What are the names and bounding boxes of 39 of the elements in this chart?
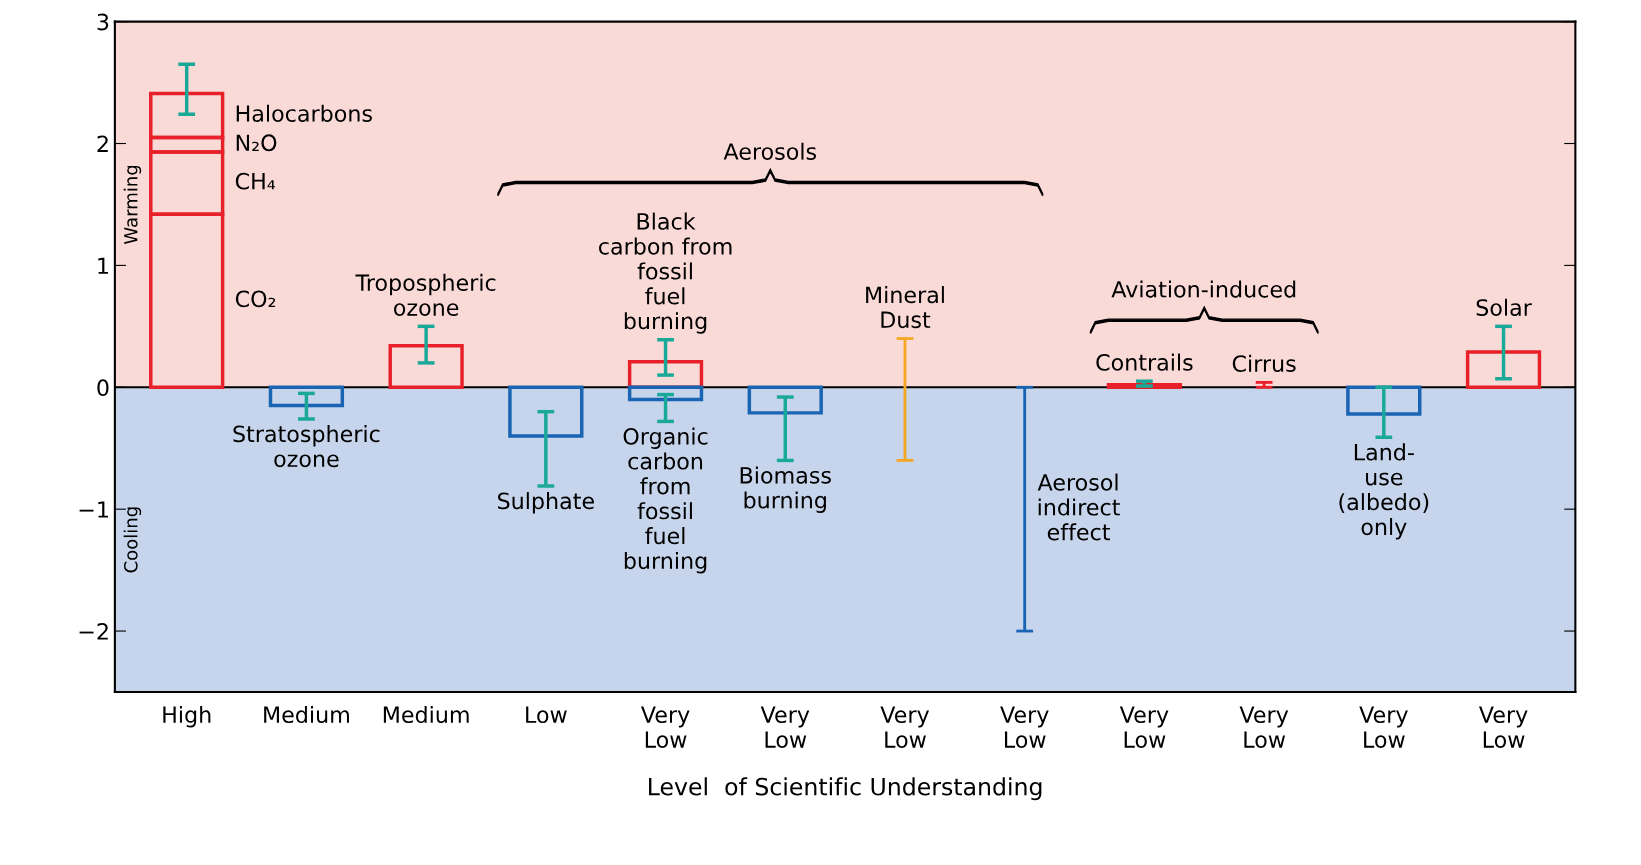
x-tick-label: Very Low [1000,706,1049,748]
x-tick-label: Very Low [1239,706,1289,748]
series-label: Contrails [1096,353,1193,371]
band-label: Warming [123,165,142,245]
x-tick-label: High [163,705,211,728]
x-tick-label: Very Low [880,706,930,748]
series-label: Black carbon from fossil fuel burning [599,212,732,334]
y-tick-label: 2 [97,135,108,152]
series-label: Halocarbons [236,104,372,122]
series-label: Cirrus [1232,354,1296,373]
text: Tropospheric ozone [355,273,496,316]
y-tick-label: 0 [97,379,109,397]
x-tick-label: Very Low [1359,706,1408,748]
annotation: Aviation-induced [1111,280,1296,298]
text: Sulphate [498,492,594,514]
band-label: Cooling [123,507,142,573]
x-axis-title: Level of Scientific Understanding [649,777,1042,801]
series-label: N₂O [236,134,277,152]
series-label: Stratospheric ozone [233,425,380,468]
x-tick-label: Very Low [1478,706,1528,748]
y-tick-label: 3 [97,13,109,31]
x-tick-label: Very Low [641,706,690,748]
annotation: Aerosols [723,142,817,160]
y-tick-label: −2 [79,623,108,640]
y-tick-label: −1 [79,501,108,518]
series-label: Mineral Dust [866,286,944,329]
series-label: CH₄ [235,172,276,190]
y-tick-label: 1 [98,257,108,274]
x-tick-label: Medium [383,705,469,724]
x-tick-label: Low [526,706,567,724]
x-tick-label: Very Low [1119,706,1169,748]
series-label: Organic carbon from fossil fuel burning [623,427,708,574]
text: Biomass burning [740,466,831,513]
x-tick-label: Medium [264,705,349,724]
series-label: CO₂ [235,290,276,308]
series-label: Aerosol indirect effect [1037,473,1120,541]
series-label: Solar [1476,298,1532,316]
series-label: Land- use (albedo) only [1339,443,1429,540]
x-tick-label: Very Low [760,706,810,748]
